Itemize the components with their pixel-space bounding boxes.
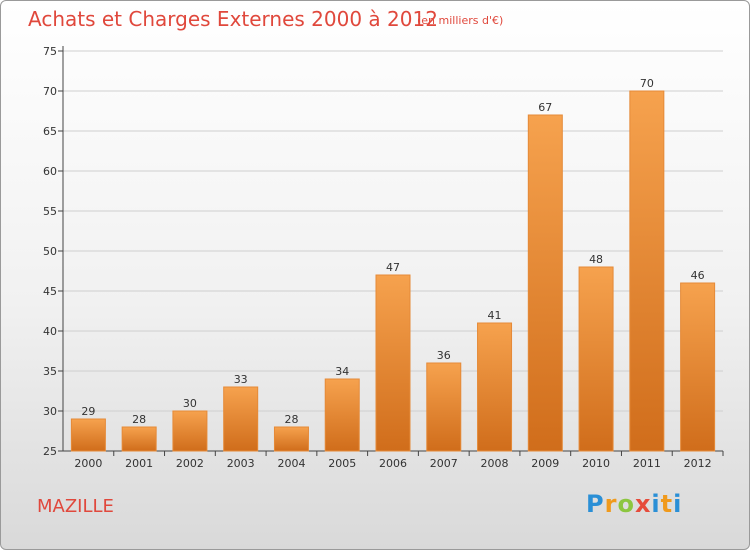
labels: 25 30 35 40 45 50 55 60 65 70 75 29 2000 28 2001 30 2002… [43,45,712,470]
logo-letter: t [660,490,674,518]
data-label: 67 [538,101,552,114]
y-tick-label: 70 [43,85,57,98]
bar [324,378,360,452]
bar [172,410,208,452]
data-label: 30 [183,397,197,410]
bars [70,90,716,452]
bar [375,274,411,452]
data-label: 46 [691,269,705,282]
bar [426,362,462,452]
bar [477,322,513,452]
data-label: 47 [386,261,400,274]
chart-title: Achats et Charges Externes 2000 à 2012 [28,7,438,31]
x-tick-label: 2011 [633,457,661,470]
logo-letter: r [604,490,618,518]
y-tick-label: 25 [43,445,57,458]
bar [629,90,665,452]
x-tick-label: 2012 [684,457,712,470]
x-tick-label: 2005 [328,457,356,470]
data-label: 29 [81,405,95,418]
data-label: 28 [132,413,146,426]
bar [223,386,259,452]
x-tick-label: 2008 [481,457,509,470]
data-label: 70 [640,77,654,90]
data-label: 48 [589,253,603,266]
y-tick-label: 45 [43,285,57,298]
logo-letter: i [673,490,683,518]
chart-subtitle: (en milliers d'€) [417,14,504,27]
bar [121,426,157,452]
proxiti-logo: Proxiti [586,490,682,518]
y-tick-label: 35 [43,365,57,378]
x-tick-label: 2003 [227,457,255,470]
bar [680,282,716,452]
y-tick-label: 30 [43,405,57,418]
x-tick-label: 2004 [277,457,305,470]
data-label: 34 [335,365,349,378]
x-tick-label: 2007 [430,457,458,470]
y-tick-label: 75 [43,45,57,58]
bar [273,426,309,452]
y-tick-label: 50 [43,245,57,258]
logo-letter: i [651,490,661,518]
x-tick-label: 2010 [582,457,610,470]
y-tick-label: 65 [43,125,57,138]
logo-letter: x [634,490,652,518]
bar [578,266,614,452]
y-tick-label: 40 [43,325,57,338]
bar [527,114,563,452]
logo-letter: o [617,490,635,518]
x-tick-label: 2009 [531,457,559,470]
bar [70,418,106,452]
x-tick-label: 2000 [74,457,102,470]
data-label: 41 [488,309,502,322]
commune-name: MAZILLE [37,496,114,517]
data-label: 36 [437,349,451,362]
data-label: 33 [234,373,248,386]
y-tick-label: 55 [43,205,57,218]
x-tick-label: 2006 [379,457,407,470]
y-tick-label: 60 [43,165,57,178]
x-tick-label: 2002 [176,457,204,470]
x-tick-label: 2001 [125,457,153,470]
data-label: 28 [284,413,298,426]
logo-letter: P [586,490,605,518]
